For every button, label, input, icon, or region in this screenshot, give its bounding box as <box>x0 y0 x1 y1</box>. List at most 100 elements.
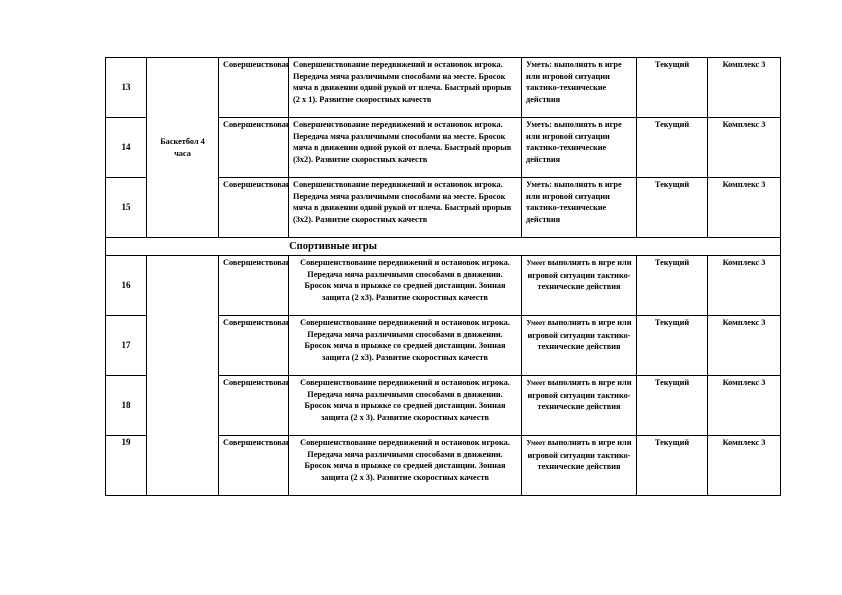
section-cell: Баскетбол 4 часа <box>146 57 219 238</box>
homework-text: Комплекс 3 <box>722 180 766 189</box>
control-type-text: Текущий <box>654 120 690 129</box>
section-header-row: Спортивные игры <box>105 237 781 256</box>
skills-lead: Умеет <box>526 379 546 387</box>
lesson-number: 13 <box>105 57 147 118</box>
table-row: 16 Совершенствования Совершенствование пер… <box>105 255 781 496</box>
skills: Умеет выполнять в игре или игровой ситуа… <box>521 255 637 316</box>
lesson-number-text: 14 <box>121 141 131 152</box>
lesson-content-text: Совершенствование передвижений и останов… <box>300 438 510 482</box>
homework: Комплекс 3 <box>707 57 781 118</box>
lesson-content-text: Совершенствование передвижений и останов… <box>300 258 510 302</box>
skills-text: Уметь: выполнять в игре или игровой ситу… <box>526 120 622 164</box>
lesson-number: 19 <box>105 435 147 496</box>
section-cell <box>146 255 219 496</box>
skills: Уметь: выполнять в игре или игровой ситу… <box>521 57 637 118</box>
homework-text: Комплекс 3 <box>722 318 766 327</box>
lesson-number: 15 <box>105 177 147 238</box>
homework: Комплекс 3 <box>707 117 781 178</box>
skills-text: выполнять в игре или игровой ситуации та… <box>527 438 632 472</box>
table-row: 13 Баскетбол 4 часа Совершенствования Совер… <box>105 57 781 238</box>
lesson-content-text: Совершенствование передвижений и останов… <box>300 318 510 362</box>
lesson-content: Совершенствование передвижений и останов… <box>288 375 522 436</box>
lesson-number-text: 19 <box>121 437 131 447</box>
lesson-type-text: Совершенствования <box>223 120 288 129</box>
lesson-type-text: Совершенствования <box>223 438 288 447</box>
section-name: Баскетбол 4 часа <box>160 136 205 158</box>
lesson-type-text: Совершенствования <box>223 318 288 327</box>
table-row: 18 Совершенствования Совершенствование пер… <box>105 375 781 436</box>
lesson-type: Совершенствования <box>218 315 289 376</box>
control-type: Текущий <box>636 57 708 118</box>
lesson-number: 16 <box>105 255 147 316</box>
lesson-number: 17 <box>105 315 147 376</box>
lesson-type: Совершенствования <box>218 117 289 178</box>
skills-text: выполнять в игре или игровой ситуации та… <box>527 258 632 292</box>
table-row: 17 Совершенствования Совершенствование пер… <box>105 315 781 376</box>
control-type: Текущий <box>636 375 708 436</box>
lesson-number-text: 15 <box>121 201 131 212</box>
homework: Комплекс 3 <box>707 375 781 436</box>
skills: Умеет выполнять в игре или игровой ситуа… <box>521 315 637 376</box>
control-type: Текущий <box>636 117 708 178</box>
control-type-text: Текущий <box>654 60 690 69</box>
lesson-type-text: Совершенствования <box>223 60 288 69</box>
control-type: Текущий <box>636 315 708 376</box>
table-row: 15 Совершенствования Совершенствование пер… <box>105 177 781 238</box>
skills-text: выполнять в игре или игровой ситуации та… <box>527 378 632 412</box>
control-type: Текущий <box>636 435 708 496</box>
lesson-content-text: Совершенствование передвижений и останов… <box>293 60 512 104</box>
skills-lead: Умеет <box>526 259 546 267</box>
skills: Уметь: выполнять в игре или игровой ситу… <box>521 177 637 238</box>
homework-text: Комплекс 3 <box>722 258 766 267</box>
homework: Комплекс 3 <box>707 177 781 238</box>
skills: Уметь: выполнять в игре или игровой ситу… <box>521 117 637 178</box>
control-type-text: Текущий <box>654 378 690 387</box>
lesson-content: Совершенствование передвижений и останов… <box>288 315 522 376</box>
lesson-type: Совершенствования <box>218 177 289 238</box>
skills-text: выполнять в игре или игровой ситуации та… <box>527 318 632 352</box>
lesson-number-text: 17 <box>121 339 131 350</box>
control-type-text: Текущий <box>654 318 690 327</box>
lesson-number-text: 18 <box>121 399 131 410</box>
lesson-type: Совершенствования <box>218 57 289 118</box>
table-row: 14 Совершенствования Совершенствование пер… <box>105 117 781 178</box>
control-type-text: Текущий <box>654 438 690 447</box>
skills-text: Уметь: выполнять в игре или игровой ситу… <box>526 60 622 104</box>
homework-text: Комплекс 3 <box>722 60 766 69</box>
skills-lead: Умеет <box>526 319 546 327</box>
skills-lead: Умеет <box>526 439 546 447</box>
lesson-number: 18 <box>105 375 147 436</box>
homework: Комплекс 3 <box>707 255 781 316</box>
control-type-text: Текущий <box>654 258 690 267</box>
homework: Комплекс 3 <box>707 315 781 376</box>
control-type-text: Текущий <box>654 180 690 189</box>
lesson-content-text: Совершенствование передвижений и останов… <box>293 180 512 224</box>
lesson-type: Совершенствования <box>218 435 289 496</box>
control-type: Текущий <box>636 255 708 316</box>
lesson-plan-table: 13 Баскетбол 4 часа Совершенствования Совер… <box>105 57 781 496</box>
lesson-content: Совершенствование передвижений и останов… <box>288 435 522 496</box>
section-header: Спортивные игры <box>105 237 781 256</box>
lesson-content-text: Совершенствование передвижений и останов… <box>293 120 512 164</box>
lesson-type: Совершенствования <box>218 375 289 436</box>
homework-text: Комплекс 3 <box>722 120 766 129</box>
lesson-content: Совершенствование передвижений и останов… <box>288 57 522 118</box>
lesson-number-text: 16 <box>121 279 131 290</box>
lesson-number-text: 13 <box>121 81 131 92</box>
lesson-content-text: Совершенствование передвижений и останов… <box>300 378 510 422</box>
control-type: Текущий <box>636 177 708 238</box>
lesson-type-text: Совершенствования <box>223 378 288 387</box>
skills: Умеет выполнять в игре или игровой ситуа… <box>521 435 637 496</box>
section-title: Спортивные игры <box>289 240 377 252</box>
lesson-type-text: Совершенствования <box>223 258 288 267</box>
homework-text: Комплекс 3 <box>722 378 766 387</box>
lesson-content: Совершенствование передвижений и останов… <box>288 117 522 178</box>
lesson-type-text: Совершенствования <box>223 180 288 189</box>
lesson-type: Совершенствования <box>218 255 289 316</box>
skills: Умеет выполнять в игре или игровой ситуа… <box>521 375 637 436</box>
lesson-content: Совершенствование передвижений и останов… <box>288 255 522 316</box>
lesson-content: Совершенствование передвижений и останов… <box>288 177 522 238</box>
skills-text: Уметь: выполнять в игре или игровой ситу… <box>526 180 622 224</box>
homework-text: Комплекс 3 <box>722 438 766 447</box>
table-row: 19 Совершенствования Совершенствование пер… <box>105 435 781 496</box>
